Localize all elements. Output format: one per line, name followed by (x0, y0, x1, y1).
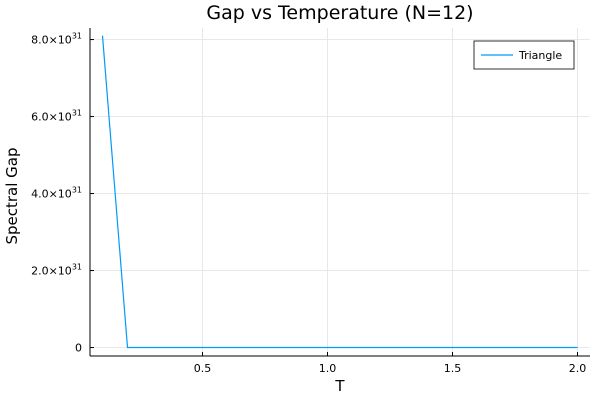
y-axis-label: Spectral Gap (3, 147, 21, 244)
y-tick-mantissa-2: 4.0×10 (31, 188, 72, 201)
x-tick-label-3: 2.0 (569, 362, 587, 375)
y-tick-label-4: 8.0×1031 (31, 32, 82, 47)
y-tick-mantissa-1: 2.0×10 (31, 265, 72, 278)
axes (89, 28, 590, 357)
y-tick-exponent-1: 31 (72, 263, 82, 272)
tick-labels: 0.5 1.0 1.5 2.002.0×10314.0×10316.0×10318.0… (31, 32, 586, 375)
y-tick-label-3: 6.0×1031 (31, 109, 82, 124)
y-tick-mantissa-4: 8.0×10 (31, 34, 72, 47)
series-line-0 (101, 35, 578, 349)
y-tick-exponent-4: 31 (72, 32, 82, 41)
x-tick-label-1: 1.0 (319, 362, 337, 375)
x-tick-label-2: 1.5 (444, 362, 462, 375)
legend: Triangle (473, 40, 575, 70)
chart-title: Gap vs Temperature (N=12) (206, 2, 473, 24)
y-tick-mantissa-3: 6.0×10 (31, 111, 72, 124)
series-layer (101, 35, 578, 349)
legend-label: Triangle (518, 49, 562, 62)
y-tick-exponent-2: 31 (72, 186, 82, 195)
y-tick-label-2: 4.0×1031 (31, 186, 82, 201)
x-tick-label-0: 0.5 (194, 362, 212, 375)
y-tick-label-0: 0 (75, 342, 82, 355)
x-axis-label: T (334, 377, 345, 395)
y-tick-exponent-3: 31 (72, 109, 82, 118)
grid (90, 28, 590, 356)
y-tick-label-1: 2.0×1031 (31, 263, 82, 278)
